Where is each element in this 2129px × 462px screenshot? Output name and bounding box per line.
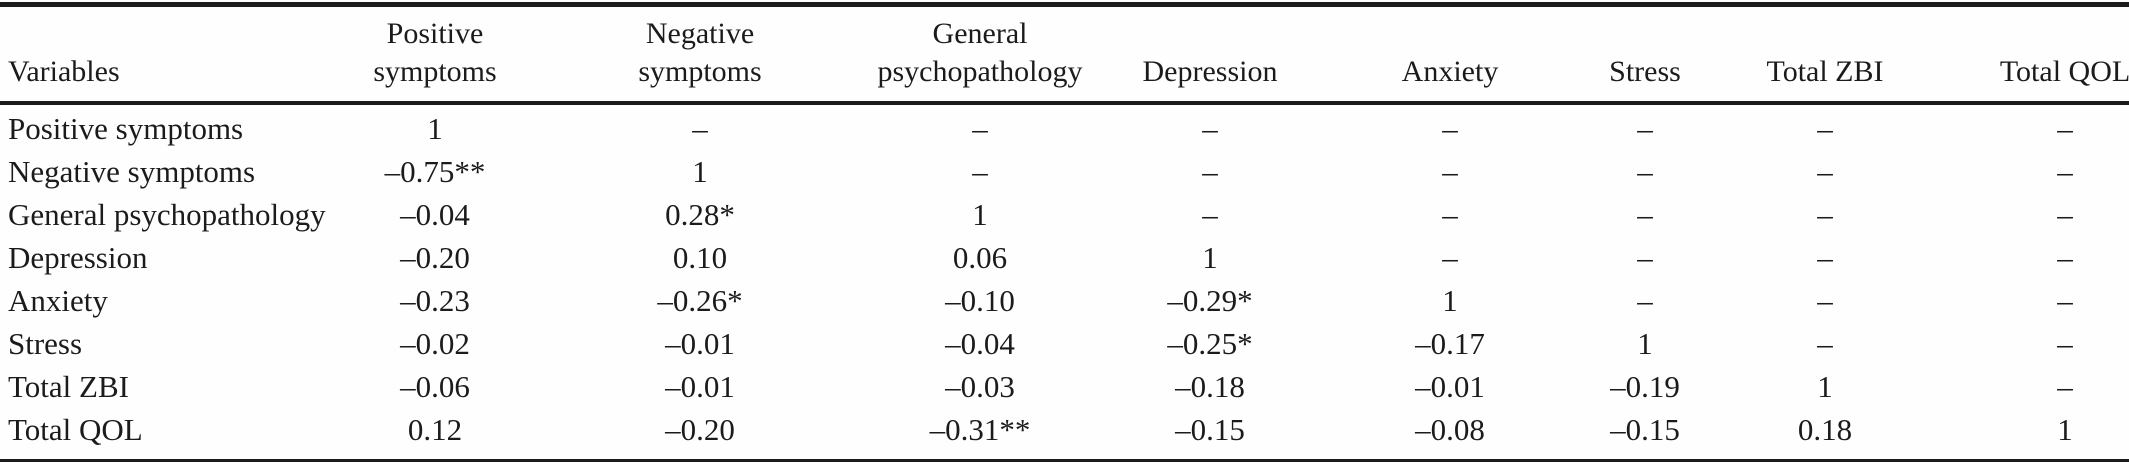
table-row: Total ZBI –0.06 –0.01 –0.03 –0.18 –0.01 –0.19 1… <box>0 365 2129 408</box>
correlation-cell: – <box>1442 240 1458 275</box>
row-label: Negative symptoms <box>8 154 256 189</box>
correlation-cell: – <box>2057 240 2073 275</box>
correlation-cell: –0.10 <box>945 283 1015 318</box>
table-row: Total QOL 0.12 –0.20 –0.31** –0.15 –0.08 –0.15… <box>0 408 2129 462</box>
correlation-cell: –0.18 <box>1175 369 1245 404</box>
variables-column-header: Variables <box>0 4 340 105</box>
correlation-cell: – <box>1817 111 1833 146</box>
correlation-cell: 1 <box>972 197 988 232</box>
correlation-cell: 1 <box>1817 369 1833 404</box>
correlation-cell: – <box>1637 197 1653 232</box>
column-header: General psychopathology <box>870 4 1090 105</box>
correlation-cell: – <box>2057 326 2073 361</box>
correlation-cell: – <box>1637 283 1653 318</box>
correlation-cell: – <box>2057 197 2073 232</box>
correlation-cell: – <box>1817 283 1833 318</box>
correlation-cell: 1 <box>692 154 708 189</box>
correlation-cell: –0.08 <box>1330 408 1570 462</box>
correlation-cell: 1 <box>1442 283 1458 318</box>
correlation-cell: – <box>1637 240 1653 275</box>
correlation-cell: –0.26* <box>657 283 743 318</box>
correlation-cell: –0.03 <box>945 369 1015 404</box>
table-row: Negative symptoms –0.75** 1 – – – – – – <box>0 150 2129 193</box>
correlation-cell: –0.75** <box>384 154 486 189</box>
correlation-cell: – <box>1817 240 1833 275</box>
correlation-cell: –0.25* <box>1167 326 1253 361</box>
correlation-cell: – <box>1817 154 1833 189</box>
correlation-cell: 1 <box>1202 240 1218 275</box>
column-header: Stress <box>1570 4 1720 105</box>
correlation-cell: – <box>1202 154 1218 189</box>
correlation-cell: 0.28* <box>665 197 735 232</box>
correlation-cell: – <box>1817 197 1833 232</box>
column-header: Anxiety <box>1330 4 1570 105</box>
correlation-cell: – <box>2057 369 2073 404</box>
correlation-cell: –0.02 <box>400 326 470 361</box>
table-header: Variables Positive symptoms Negative sympt… <box>0 4 2129 105</box>
column-header: Negative symptoms <box>530 4 870 105</box>
correlation-cell: –0.15 <box>1570 408 1720 462</box>
row-label: Positive symptoms <box>8 111 244 146</box>
row-label: Total ZBI <box>8 369 129 404</box>
correlation-cell: –0.01 <box>665 326 735 361</box>
correlation-cell: – <box>972 154 988 189</box>
correlation-cell: – <box>2057 111 2073 146</box>
correlation-cell: –0.06 <box>400 369 470 404</box>
correlation-cell: –0.01 <box>1415 369 1485 404</box>
row-label: Depression <box>8 240 148 275</box>
column-header: Total ZBI <box>1720 4 1930 105</box>
table-row: Positive symptoms 1 – – – – – – – <box>0 103 2129 150</box>
table-body: Positive symptoms 1– – – – – – – Negative sympto… <box>0 103 2129 462</box>
correlation-cell: –0.15 <box>1090 408 1330 462</box>
correlation-cell: –0.23 <box>400 283 470 318</box>
correlation-cell: –0.31** <box>870 408 1090 462</box>
correlation-cell: 0.18 <box>1720 408 1930 462</box>
correlation-cell: –0.04 <box>400 197 470 232</box>
correlation-cell: 1 <box>1637 326 1653 361</box>
correlation-cell: – <box>1637 111 1653 146</box>
correlation-cell: 1 <box>1930 408 2129 462</box>
correlation-cell: – <box>1637 154 1653 189</box>
correlation-cell: – <box>692 111 708 146</box>
column-header: Total QOL <box>1930 4 2129 105</box>
correlation-cell: – <box>1817 326 1833 361</box>
table-row: Anxiety –0.23 –0.26* –0.10 –0.29* 1 – – – <box>0 279 2129 322</box>
row-label: General psychopathology <box>8 197 326 232</box>
correlation-cell: –0.04 <box>945 326 1015 361</box>
header-row: Variables Positive symptoms Negative sympt… <box>0 4 2129 105</box>
correlation-cell: – <box>1202 197 1218 232</box>
row-label: Anxiety <box>8 283 108 318</box>
correlation-cell: –0.17 <box>1415 326 1485 361</box>
correlation-cell: –0.19 <box>1610 369 1680 404</box>
row-label: Stress <box>8 326 83 361</box>
correlation-cell: – <box>2057 283 2073 318</box>
correlation-cell: –0.20 <box>400 240 470 275</box>
correlation-cell: – <box>1442 111 1458 146</box>
correlation-cell: 1 <box>427 111 443 146</box>
correlation-cell: – <box>1442 154 1458 189</box>
column-header: Depression <box>1090 4 1330 105</box>
correlation-cell: 0.12 <box>340 408 530 462</box>
column-header: Positive symptoms <box>340 4 530 105</box>
correlation-cell: – <box>1442 197 1458 232</box>
row-label: Total QOL <box>0 408 340 462</box>
correlation-cell: –0.01 <box>665 369 735 404</box>
table-row: Stress –0.02 –0.01 –0.04 –0.25* –0.17 1 – – <box>0 322 2129 365</box>
table-row: Depression –0.20 0.10 0.06 1 – – – – <box>0 236 2129 279</box>
correlation-cell: 0.06 <box>952 240 1008 275</box>
correlation-cell: 0.10 <box>672 240 728 275</box>
table-row: General psychopathology –0.04 0.28* 1 – – – – – <box>0 193 2129 236</box>
correlation-cell: –0.29* <box>1167 283 1253 318</box>
correlation-cell: – <box>1202 111 1218 146</box>
correlation-cell: – <box>2057 154 2073 189</box>
correlation-cell: –0.20 <box>530 408 870 462</box>
correlation-cell: – <box>972 111 988 146</box>
